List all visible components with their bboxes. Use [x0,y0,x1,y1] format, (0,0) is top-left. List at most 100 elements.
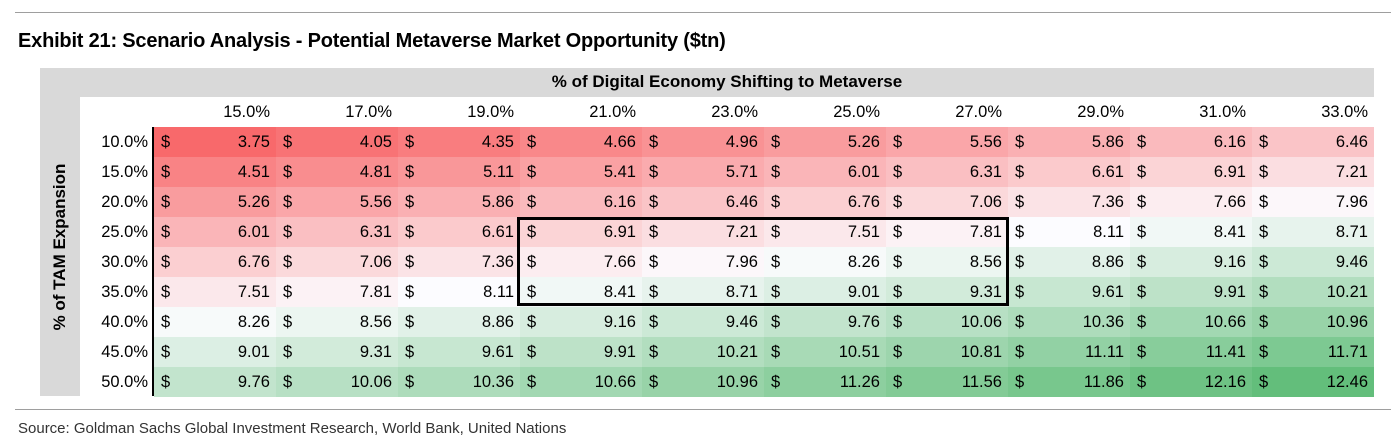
cell-value: 7.36 [481,253,514,271]
currency-symbol: $ [1259,343,1269,361]
currency-symbol: $ [527,343,537,361]
cell-value: 9.61 [1091,283,1124,301]
value-cell: $5.26 [764,127,886,157]
cell-value: 10.81 [960,343,1002,361]
value-cell: $6.61 [398,217,520,247]
cell-value: 5.86 [1091,133,1124,151]
value-cell: $7.21 [642,217,764,247]
value-cell: $11.26 [764,367,886,397]
value-cell: $11.41 [1130,337,1252,367]
cell-value: 4.35 [481,133,514,151]
cell-value: 6.16 [1213,133,1246,151]
value-cell: $5.71 [642,157,764,187]
value-cell: $7.06 [886,187,1008,217]
value-cell: $8.86 [1008,247,1130,277]
cell-value: 4.81 [359,163,392,181]
currency-symbol: $ [283,223,293,241]
currency-symbol: $ [649,133,659,151]
value-cell: $5.56 [886,127,1008,157]
currency-symbol: $ [1259,283,1269,301]
currency-symbol: $ [527,373,537,391]
cell-value: 10.06 [960,313,1002,331]
value-cell: $9.01 [764,277,886,307]
currency-symbol: $ [283,313,293,331]
cell-value: 12.16 [1204,373,1246,391]
cell-value: 7.21 [725,223,758,241]
cell-value: 8.41 [1213,223,1246,241]
currency-symbol: $ [527,223,537,241]
value-cell: $3.75 [154,127,276,157]
cell-value: 9.91 [1213,283,1246,301]
value-cell: $10.21 [642,337,764,367]
currency-symbol: $ [405,223,415,241]
currency-symbol: $ [893,373,903,391]
cell-value: 6.31 [969,163,1002,181]
cell-value: 5.26 [847,133,880,151]
row-axis-header: % of TAM Expansion [50,163,69,331]
value-cell: $8.41 [520,277,642,307]
cell-value: 10.51 [838,343,880,361]
currency-symbol: $ [1259,373,1269,391]
cell-value: 10.21 [1326,283,1368,301]
value-cell: $5.41 [520,157,642,187]
currency-symbol: $ [405,313,415,331]
column-label: 17.0% [345,103,392,121]
value-cell: $9.91 [1130,277,1252,307]
cell-value: 4.05 [359,133,392,151]
currency-symbol: $ [1259,163,1269,181]
currency-symbol: $ [649,373,659,391]
value-cell: $6.01 [154,217,276,247]
currency-symbol: $ [1137,133,1147,151]
value-cell: $10.66 [1130,307,1252,337]
currency-symbol: $ [283,373,293,391]
cell-value: 9.01 [847,283,880,301]
column-label: 21.0% [589,103,636,121]
cell-value: 6.01 [847,163,880,181]
value-cell: $7.06 [276,247,398,277]
value-cell: $7.36 [398,247,520,277]
currency-symbol: $ [771,253,781,271]
currency-symbol: $ [1015,313,1025,331]
cell-value: 6.76 [847,193,880,211]
row-label: 35.0% [101,283,148,301]
column-label: 31.0% [1199,103,1246,121]
cell-value: 8.41 [603,283,636,301]
currency-symbol: $ [771,223,781,241]
cell-value: 8.86 [1091,253,1124,271]
cell-value: 10.36 [472,373,514,391]
value-cell: $5.86 [1008,127,1130,157]
row-label: 45.0% [101,343,148,361]
cell-value: 8.86 [481,313,514,331]
currency-symbol: $ [527,193,537,211]
row-label: 15.0% [101,163,148,181]
cell-value: 9.16 [603,313,636,331]
value-cell: $5.11 [398,157,520,187]
value-cell: $9.61 [398,337,520,367]
value-cell: $9.31 [886,277,1008,307]
currency-symbol: $ [405,193,415,211]
value-cell: $6.61 [1008,157,1130,187]
currency-symbol: $ [1137,253,1147,271]
currency-symbol: $ [161,283,171,301]
cell-value: 7.81 [969,223,1002,241]
value-cell: $10.06 [276,367,398,397]
cell-value: 5.56 [969,133,1002,151]
cell-value: 6.91 [1213,163,1246,181]
cell-value: 4.51 [237,163,270,181]
currency-symbol: $ [1137,373,1147,391]
currency-symbol: $ [405,253,415,271]
cell-value: 7.66 [1213,193,1246,211]
value-cell: $8.11 [398,277,520,307]
value-cell: $6.91 [520,217,642,247]
currency-symbol: $ [1015,193,1025,211]
currency-symbol: $ [649,343,659,361]
currency-symbol: $ [771,313,781,331]
currency-symbol: $ [283,133,293,151]
cell-value: 10.06 [350,373,392,391]
currency-symbol: $ [649,253,659,271]
cell-value: 8.56 [359,313,392,331]
currency-symbol: $ [1015,133,1025,151]
currency-symbol: $ [649,163,659,181]
row-axis-header-wrap: % of TAM Expansion [40,97,80,396]
column-label: 15.0% [223,103,270,121]
